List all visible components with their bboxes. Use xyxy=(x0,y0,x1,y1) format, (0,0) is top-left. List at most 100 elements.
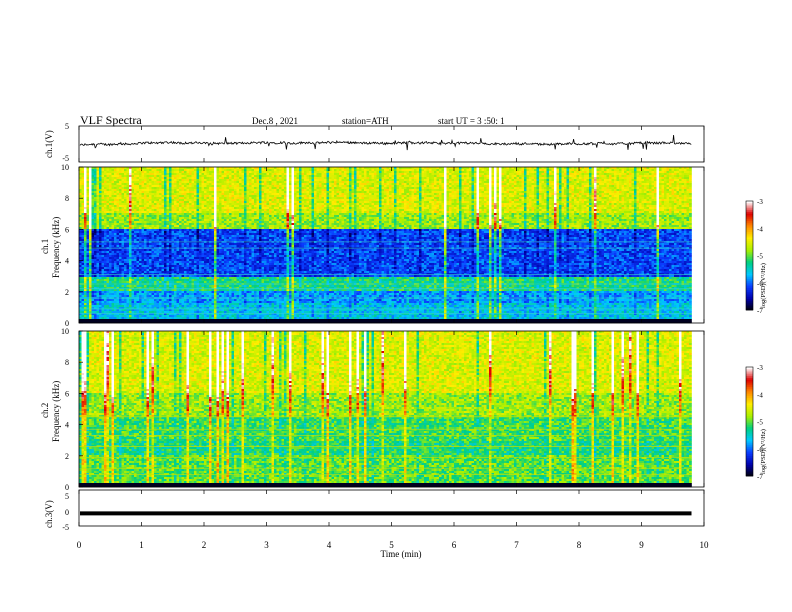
spectrogram-cell xyxy=(167,199,170,201)
spectrogram-cell xyxy=(97,187,100,189)
spectrogram-cell xyxy=(82,237,85,239)
spectrogram-cell xyxy=(92,217,95,219)
spectrogram-cell xyxy=(102,219,105,221)
spectrogram-cell xyxy=(122,261,125,263)
spectrogram-cell xyxy=(159,175,162,177)
spectrogram-cell xyxy=(174,317,177,319)
spectrogram-cell xyxy=(99,205,102,207)
spectrogram-cell xyxy=(184,177,187,179)
spectrogram-cell xyxy=(187,227,190,229)
spectrogram-cell xyxy=(104,301,107,303)
spectrogram-cell xyxy=(169,271,172,273)
spectrogram-cell xyxy=(172,289,175,291)
spectrogram-cell xyxy=(152,183,155,185)
spectrogram-cell xyxy=(164,213,167,215)
spectrogram-cell xyxy=(82,207,85,209)
spectrogram-cell xyxy=(129,263,132,265)
spectrogram-cell xyxy=(124,225,127,227)
spectrogram-cell xyxy=(119,197,122,199)
spectrogram-cell xyxy=(117,183,120,185)
spectrogram-cell xyxy=(79,175,82,177)
spectrogram-cell xyxy=(179,235,182,237)
spectrogram-cell xyxy=(167,221,170,223)
spectrogram-cell xyxy=(102,249,105,251)
spectrogram-cell xyxy=(79,255,82,257)
spectrogram-cell xyxy=(187,173,190,175)
spectrogram-cell xyxy=(177,277,180,279)
spectrogram-cell xyxy=(84,191,87,193)
spectrogram-cell xyxy=(182,285,185,287)
spectrogram-cell xyxy=(182,223,185,225)
spectrogram-cell xyxy=(192,303,195,305)
spectrogram-cell xyxy=(97,315,100,317)
spectrogram-cell xyxy=(117,237,120,239)
spectrogram-cell xyxy=(112,271,115,273)
spectrogram-cell xyxy=(84,177,87,179)
spectrogram-cell xyxy=(194,169,197,171)
spectrogram-cell xyxy=(114,177,117,179)
station-label: station=ATH xyxy=(342,116,389,126)
spectrogram-cell xyxy=(169,279,172,281)
spectrogram-cell xyxy=(169,245,172,247)
spectrogram-cell xyxy=(102,229,105,231)
spectrogram-cell xyxy=(179,177,182,179)
spectrogram-cell xyxy=(122,305,125,307)
spectrogram-cell xyxy=(134,209,137,211)
spectrogram-cell xyxy=(189,227,192,229)
spectrogram-cell xyxy=(152,195,155,197)
spectrogram-cell xyxy=(129,191,132,193)
spectrogram-cell xyxy=(177,305,180,307)
spectrogram-cell xyxy=(102,289,105,291)
spectrogram-cell xyxy=(144,251,147,253)
spectrogram-cell xyxy=(84,263,87,265)
spectrogram-cell xyxy=(82,305,85,307)
spectrogram-cell xyxy=(137,281,140,283)
spectrogram-cell xyxy=(79,319,82,321)
spectrogram-cell xyxy=(157,231,160,233)
spectrogram-cell xyxy=(184,255,187,257)
spectrogram-cell xyxy=(102,271,105,273)
spectrogram-cell xyxy=(122,235,125,237)
spectrogram-cell xyxy=(154,225,157,227)
spectrogram-cell xyxy=(92,245,95,247)
spectrogram-cell xyxy=(167,315,170,317)
spectrogram-cell xyxy=(144,305,147,307)
spectrogram-cell xyxy=(99,317,102,319)
spectrogram-cell xyxy=(134,207,137,209)
spectrogram-cell xyxy=(127,243,130,245)
spectrogram-cell xyxy=(117,197,120,199)
spectrogram-cell xyxy=(122,245,125,247)
spectrogram-cell xyxy=(119,285,122,287)
spectrogram-cell xyxy=(169,275,172,277)
spectrogram-cell xyxy=(162,271,165,273)
spectrogram-cell xyxy=(139,191,142,193)
spectrogram-cell xyxy=(102,275,105,277)
spectrogram-cell xyxy=(117,223,120,225)
spectrogram-cell xyxy=(152,285,155,287)
spectrogram-cell xyxy=(159,187,162,189)
spectrogram-cell xyxy=(172,271,175,273)
spectrogram-cell xyxy=(187,235,190,237)
spectrogram-cell xyxy=(99,175,102,177)
spectrogram-cell xyxy=(179,217,182,219)
spectrogram-cell xyxy=(117,181,120,183)
spectrogram-cell xyxy=(159,259,162,261)
spectrogram-cell xyxy=(142,285,145,287)
spectrogram-cell xyxy=(139,255,142,257)
spectrogram-cell xyxy=(104,285,107,287)
spectrogram-cell xyxy=(174,195,177,197)
spectrogram-cell xyxy=(129,207,132,209)
spectrogram-cell xyxy=(84,229,87,231)
spectrogram-cell xyxy=(79,265,82,267)
spectrogram-cell xyxy=(89,171,92,173)
spectrogram-cell xyxy=(154,235,157,237)
spectrogram-cell xyxy=(177,189,180,191)
spectrogram-cell xyxy=(132,261,135,263)
spectrogram-cell xyxy=(189,261,192,263)
spectrogram-cell xyxy=(99,221,102,223)
spectrogram-cell xyxy=(149,211,152,213)
spectrogram-cell xyxy=(134,245,137,247)
spectrogram-cell xyxy=(82,211,85,213)
spectrogram-cell xyxy=(122,201,125,203)
spectrogram-cell xyxy=(154,223,157,225)
